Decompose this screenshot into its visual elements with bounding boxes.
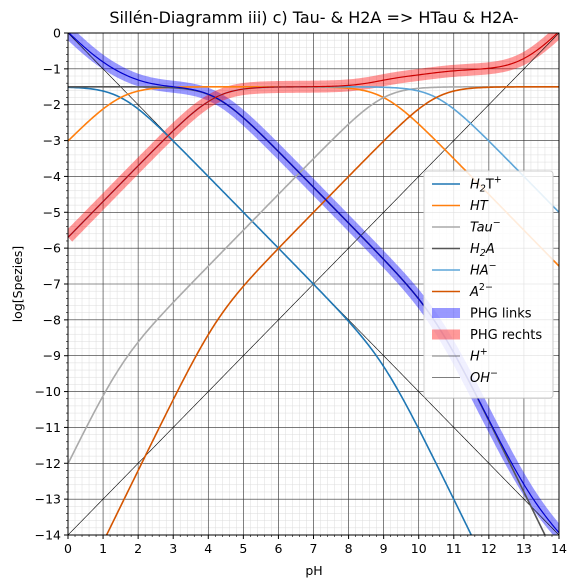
y-tick-label: −13 xyxy=(35,492,61,507)
y-tick-label: −7 xyxy=(43,277,61,292)
y-axis-label: log[Spezies] xyxy=(10,246,25,323)
legend-label: H2A xyxy=(470,242,495,259)
y-tick-label: −11 xyxy=(35,420,61,435)
y-tick-label: −12 xyxy=(35,456,61,471)
series-tau-minus xyxy=(68,85,559,465)
series-h2t-plus xyxy=(68,86,473,535)
y-tick-label: −5 xyxy=(43,205,61,220)
x-tick-label: 12 xyxy=(481,541,497,556)
series-phg-rechts-line xyxy=(68,33,559,238)
x-axis-label: pH xyxy=(305,563,322,578)
y-tick-label: −14 xyxy=(35,528,61,543)
x-tick-label: 6 xyxy=(274,541,282,556)
y-tick-label: −4 xyxy=(43,169,61,184)
x-tick-label: 0 xyxy=(64,541,72,556)
x-tick-label: 14 xyxy=(551,541,567,556)
legend-label: H+ xyxy=(470,347,488,365)
legend-label: Tau− xyxy=(470,218,501,236)
legend: H2T+ HT Tau− H2A HA− A2− PHG links PHG rechts H+… xyxy=(423,170,554,399)
legend-label: PHG rechts xyxy=(470,328,542,343)
x-tick-label: 4 xyxy=(204,541,212,556)
x-tick-label: 3 xyxy=(169,541,177,556)
legend-label: OH− xyxy=(470,368,498,386)
chart-title: Sillén-Diagramm iii) c) Tau- & H2A => HT… xyxy=(109,8,518,27)
legend-label: H2T+ xyxy=(470,175,502,195)
legend-label: PHG links xyxy=(470,307,532,322)
legend-label: HT xyxy=(470,199,489,214)
x-tick-label: 7 xyxy=(310,541,318,556)
axis-ticks: 0 1 2 3 4 5 6 7 8 9 10 11 12 13 140−1−2−3−4−5−6−7−8−9−… xyxy=(35,26,567,557)
y-tick-label: −1 xyxy=(43,61,61,76)
legend-label: A2− xyxy=(469,282,493,300)
x-tick-label: 1 xyxy=(99,541,107,556)
x-tick-label: 9 xyxy=(380,541,388,556)
y-tick-label: −9 xyxy=(43,348,61,363)
y-tick-label: −3 xyxy=(43,133,61,148)
series-a2-minus xyxy=(105,85,559,535)
x-tick-label: 8 xyxy=(345,541,353,556)
x-tick-label: 10 xyxy=(411,541,427,556)
x-tick-label: 13 xyxy=(516,541,532,556)
x-tick-label: 2 xyxy=(134,541,142,556)
y-tick-label: −8 xyxy=(43,312,61,327)
y-tick-label: 0 xyxy=(53,26,61,41)
x-tick-label: 11 xyxy=(446,541,462,556)
legend-label: HA− xyxy=(470,261,497,279)
y-tick-label: −6 xyxy=(43,241,61,256)
y-tick-label: −2 xyxy=(43,97,61,112)
y-tick-label: −10 xyxy=(35,384,61,399)
x-tick-label: 5 xyxy=(239,541,247,556)
